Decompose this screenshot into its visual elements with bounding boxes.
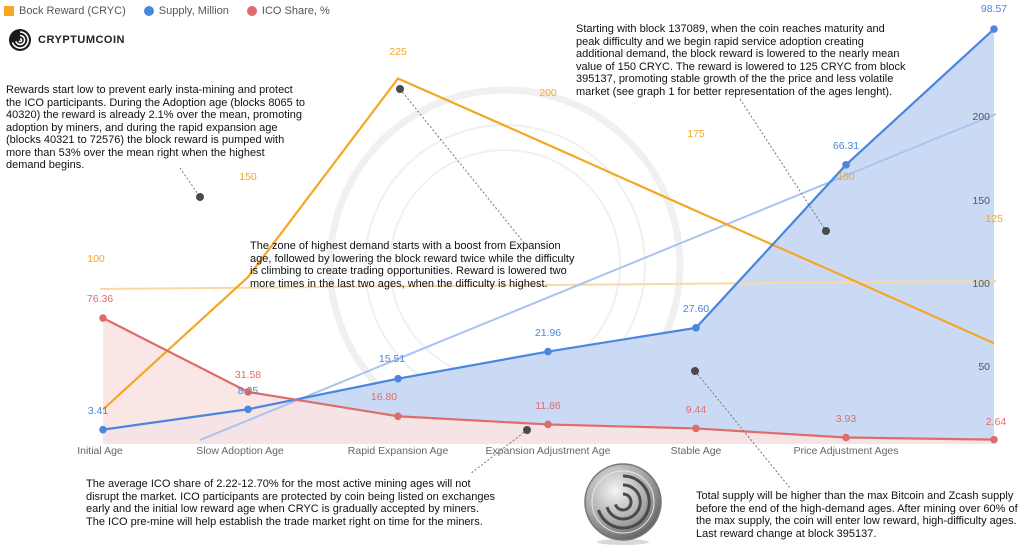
supply-label: 27.60 [683, 303, 709, 315]
annotation-dot [822, 227, 830, 235]
supply-label: 8.25 [238, 385, 259, 397]
x-tick-label: Price Adjustment Ages [793, 445, 898, 457]
ico-label: 3.93 [836, 413, 857, 425]
supply-label: 66.31 [833, 140, 859, 152]
ico-point [842, 433, 850, 442]
right-tick-label: 150 [972, 195, 990, 207]
annotation-leaders [179, 85, 830, 489]
x-tick-label: Slow Adoption Age [196, 445, 284, 457]
x-tick-label: Initial Age [77, 445, 123, 457]
supply-label: 15.51 [379, 353, 405, 365]
annotation-rewards: Rewards start low to prevent early insta… [6, 84, 306, 171]
ico-point [544, 420, 552, 429]
reward-label: 100 [87, 253, 105, 265]
ico-label: 16.80 [371, 391, 397, 403]
right-axis: 200 150 100 50 [972, 111, 990, 373]
legend-label-supply: Supply, Million [158, 5, 229, 17]
x-tick-label: Stable Age [671, 445, 722, 457]
ico-point [394, 412, 402, 421]
ico-point [99, 314, 107, 322]
reward-line [102, 77, 995, 411]
legend-swatch-ico [246, 6, 257, 16]
reward-label: 175 [687, 128, 705, 140]
legend-swatch-supply [143, 6, 154, 16]
x-axis: Initial Age Slow Adoption Age Rapid Expans… [77, 445, 898, 457]
area-fills [103, 29, 994, 445]
legend-item-supply[interactable]: Supply, Million [143, 5, 229, 17]
legend-item-reward[interactable]: Bock Reward (CRYC) [4, 5, 126, 17]
legend-item-ico[interactable]: ICO Share, % [246, 5, 330, 17]
data-labels: 100 150 225 200 175 150 125 3.41 8.25 15.51 21.96 2… [87, 3, 1007, 428]
annotation-leader [399, 88, 526, 245]
reward-label: 125 [985, 213, 1003, 225]
ico-area [103, 318, 994, 444]
legend-swatch-reward [4, 6, 14, 16]
ico-label: 2.64 [986, 416, 1007, 428]
reward-label: 200 [539, 87, 557, 99]
series-points [99, 25, 998, 444]
reward-label: 150 [239, 171, 257, 183]
mean-reward-line [99, 280, 997, 291]
supply-point [99, 425, 107, 434]
annotation-leader [179, 167, 201, 198]
annotation-dot [396, 85, 404, 93]
ico-point [692, 424, 700, 433]
annotation-supply: Total supply will be higher than the max… [696, 490, 1018, 540]
right-tick-label: 50 [978, 361, 990, 373]
supply-point [692, 324, 700, 332]
x-tick-label: Rapid Expansion Age [348, 445, 449, 457]
supply-point [842, 161, 850, 169]
legend-label-reward: Bock Reward (CRYC) [19, 5, 126, 17]
ico-label: 9.44 [686, 404, 707, 416]
coin-icon [584, 463, 662, 545]
ico-point [244, 388, 252, 396]
legend: Bock Reward (CRYC) Supply, Million ICO S… [4, 5, 330, 17]
supply-label: 3.41 [88, 405, 109, 417]
annotation-ico: The average ICO share of 2.22-12.70% for… [86, 478, 496, 528]
x-tick-label: Expansion Adjustment Age [486, 445, 611, 457]
supply-point [990, 25, 998, 33]
right-tick-label: 100 [972, 278, 990, 290]
annotation-dot [196, 193, 204, 201]
legend-label-ico: ICO Share, % [261, 5, 330, 17]
spiral-logo-icon [9, 29, 31, 51]
annotation-leader [739, 98, 827, 232]
annotation-maturity: Starting with block 137089, when the coi… [576, 23, 906, 98]
supply-label: 21.96 [535, 327, 561, 339]
ico-point [990, 435, 998, 444]
annotation-leader [694, 370, 791, 489]
supply-point [544, 347, 552, 356]
supply-point [394, 374, 402, 383]
annotation-demand: The zone of highest demand starts with a… [250, 240, 575, 290]
reward-label: 225 [389, 46, 407, 58]
brand: CRYPTUMCOIN [8, 28, 125, 52]
right-tick-label: 200 [972, 111, 990, 123]
supply-point [244, 405, 252, 414]
supply-trend-line [199, 113, 997, 441]
annotation-leader [469, 429, 528, 475]
reward-label: 150 [837, 171, 855, 183]
annotation-dot [523, 426, 531, 434]
brand-name: CRYPTUMCOIN [38, 34, 125, 46]
ico-label: 76.36 [87, 293, 113, 305]
ico-label: 11.86 [535, 400, 561, 412]
trend-lines [99, 113, 997, 441]
supply-label: 98.57 [981, 3, 1007, 15]
ico-label: 31.58 [235, 369, 261, 381]
supply-area [103, 29, 994, 445]
annotation-dot [691, 367, 699, 375]
